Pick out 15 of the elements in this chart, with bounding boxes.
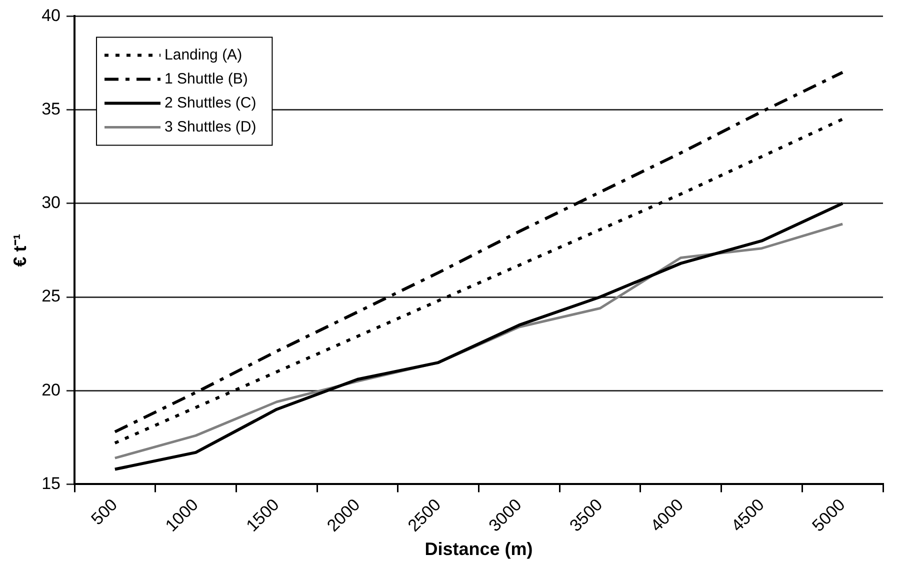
- x-tick-label: 500: [88, 495, 122, 529]
- legend-label: Landing (A): [164, 46, 242, 64]
- y-tick-label: 40: [42, 6, 61, 25]
- y-tick-label: 20: [42, 380, 61, 400]
- legend-label: 2 Shuttles (C): [164, 94, 256, 112]
- y-tick-label: 25: [42, 286, 61, 306]
- legend-label: 1 Shuttle (B): [164, 70, 248, 88]
- y-tick-label: 35: [42, 99, 61, 118]
- y-tick-label: 30: [42, 193, 61, 212]
- y-tick-label: 15: [42, 474, 61, 493]
- x-axis-title: Distance (m): [424, 539, 533, 560]
- line-series: [113, 70, 844, 434]
- legend-label: 3 Shuttles (D): [164, 118, 256, 136]
- line-series: [113, 118, 844, 445]
- y-axis-title: € t⁻¹: [10, 234, 30, 267]
